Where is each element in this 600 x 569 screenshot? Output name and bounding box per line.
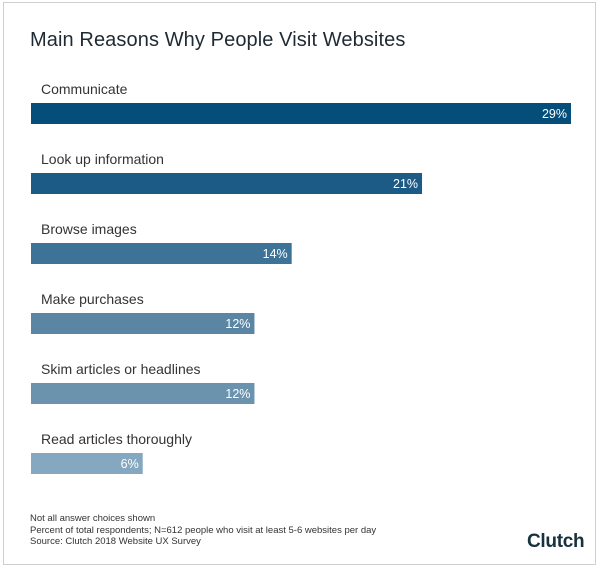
bar	[31, 313, 255, 334]
bar	[31, 453, 143, 474]
clutch-logo: Clutch	[527, 531, 585, 552]
footer-notes: Not all answer choices shown Percent of …	[30, 513, 376, 548]
bar-value-label: 29%	[542, 107, 567, 121]
footer-note-sample: Not all answer choices shown	[30, 513, 156, 524]
footer-note-source: Source: Clutch 2018 Website UX Survey	[30, 536, 201, 547]
bar-value-label: 6%	[121, 457, 139, 471]
bar-value-label: 12%	[225, 317, 250, 331]
category-label: Communicate	[41, 81, 128, 97]
bar	[31, 103, 571, 124]
bar-value-label: 21%	[393, 177, 418, 191]
category-label: Make purchases	[41, 291, 144, 307]
bar	[31, 173, 423, 194]
bar	[31, 383, 255, 404]
bar-value-label: 14%	[263, 247, 288, 261]
category-label: Look up information	[41, 151, 164, 167]
bar-value-label: 12%	[225, 387, 250, 401]
chart-title: Main Reasons Why People Visit Websites	[30, 29, 406, 51]
bar	[31, 243, 292, 264]
category-label: Browse images	[41, 221, 137, 237]
category-label: Read articles thoroughly	[41, 431, 192, 447]
footer-note-respondents: Percent of total respondents; N=612 peop…	[30, 524, 377, 536]
category-label: Skim articles or headlines	[41, 361, 201, 377]
